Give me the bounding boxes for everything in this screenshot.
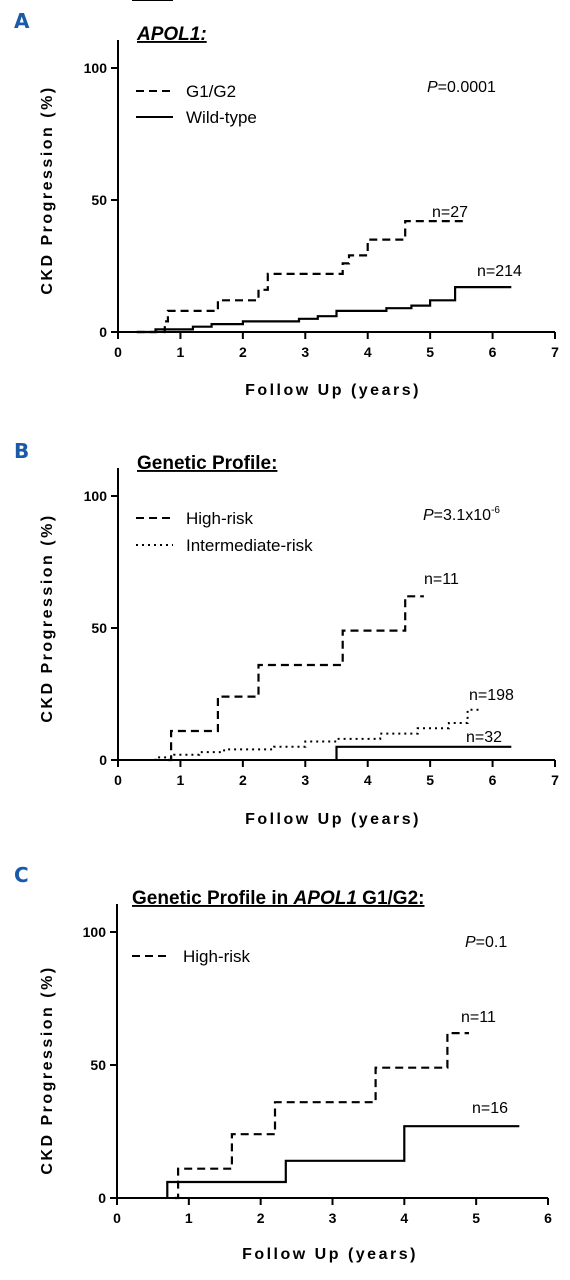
x-tick-label: 2 xyxy=(257,1210,265,1226)
x-tick-label: 4 xyxy=(364,772,372,788)
p-value-exponent: -6 xyxy=(491,505,500,516)
panel-letter: B xyxy=(14,439,29,463)
series-line-solid xyxy=(136,286,512,334)
legend-title: Genetic Profile: xyxy=(137,453,277,474)
legend-label: Intermediate-risk xyxy=(183,0,310,4)
y-tick-label: 50 xyxy=(91,620,107,636)
panel-letter: A xyxy=(14,9,30,33)
x-tick-label: 5 xyxy=(426,772,434,788)
x-tick-label: 3 xyxy=(301,772,309,788)
y-tick-label: 0 xyxy=(99,752,107,768)
p-value-symbol: P xyxy=(423,507,434,524)
panel-letter: C xyxy=(14,863,29,887)
x-axis-title: Follow Up (years) xyxy=(245,382,421,399)
p-value-text: =0.1 xyxy=(476,934,508,951)
y-axis-title: CKD Progression (%) xyxy=(39,85,56,294)
x-tick-label: 5 xyxy=(472,1210,480,1226)
x-tick-label: 1 xyxy=(177,344,185,360)
y-tick-label: 100 xyxy=(84,488,108,504)
y-tick-label: 50 xyxy=(91,192,107,208)
x-tick-label: 0 xyxy=(113,1210,121,1226)
chart-panel-a: A 0 50 100 0 1 2 3 4 5 6 7 Follow Up (years) CKD Prog… xyxy=(14,9,559,399)
p-value-symbol: P xyxy=(427,79,438,96)
series-n-label: n=16 xyxy=(472,1100,508,1117)
x-axis-title: Follow Up (years) xyxy=(245,811,421,828)
x-tick-label: 1 xyxy=(185,1210,193,1226)
legend-label: G1/G2 xyxy=(186,82,236,101)
p-value-symbol: P xyxy=(465,934,476,951)
series-line-dotted xyxy=(136,708,481,761)
series-line-solid xyxy=(335,745,512,760)
x-tick-label: 1 xyxy=(177,772,185,788)
x-tick-label: 6 xyxy=(544,1210,552,1226)
series-line-dashed xyxy=(174,1031,469,1200)
p-value-text: =0.0001 xyxy=(438,79,496,96)
series-n-label: n=32 xyxy=(466,729,502,746)
legend-label: High-risk xyxy=(186,509,254,528)
x-tick-label: 2 xyxy=(239,772,247,788)
x-tick-label: 6 xyxy=(489,772,497,788)
x-tick-label: 6 xyxy=(489,344,497,360)
x-tick-label: 2 xyxy=(239,344,247,360)
series-line-dashed xyxy=(136,220,468,334)
y-tick-label: 100 xyxy=(83,924,107,940)
series-line-solid xyxy=(166,1125,520,1198)
x-tick-label: 4 xyxy=(364,344,372,360)
x-tick-label: 3 xyxy=(329,1210,337,1226)
legend-title-part: G1/G2: xyxy=(357,888,425,909)
series-line-dashed xyxy=(167,595,424,762)
legend-label: Wild-type xyxy=(186,108,257,127)
series-n-label: n=11 xyxy=(424,571,459,588)
x-tick-label: 3 xyxy=(301,344,309,360)
y-tick-label: 0 xyxy=(99,324,107,340)
p-value-text: =3.1x10 xyxy=(434,507,491,524)
x-tick-label: 4 xyxy=(400,1210,408,1226)
legend-title: APOL1: xyxy=(136,24,207,45)
y-tick-label: 0 xyxy=(98,1190,106,1206)
series-n-label: n=11 xyxy=(461,1009,496,1026)
y-axis-title: CKD Progression (%) xyxy=(39,513,56,722)
series-n-label: n=27 xyxy=(432,204,468,221)
legend-label: High-risk xyxy=(183,947,251,966)
p-value: P=3.1x10-6 xyxy=(423,505,500,524)
legend-label: Low-risk xyxy=(186,0,250,4)
y-axis-title: CKD Progression (%) xyxy=(39,965,56,1174)
x-tick-label: 7 xyxy=(551,772,559,788)
series-n-label: n=214 xyxy=(477,263,522,280)
legend-title: Genetic Profile in APOL1 G1/G2: xyxy=(132,888,424,909)
legend-label: Intermediate-risk xyxy=(186,536,313,555)
legend-title-part: APOL1 xyxy=(293,888,357,909)
series-n-label: n=198 xyxy=(469,687,514,704)
y-tick-label: 50 xyxy=(90,1057,106,1073)
x-tick-label: 5 xyxy=(426,344,434,360)
x-tick-label: 0 xyxy=(114,344,122,360)
x-tick-label: 7 xyxy=(551,344,559,360)
p-value: P=0.0001 xyxy=(427,79,496,96)
x-axis-title: Follow Up (years) xyxy=(242,1246,418,1263)
legend-title-part: Genetic Profile in xyxy=(132,888,294,909)
x-tick-label: 0 xyxy=(114,772,122,788)
p-value: P=0.1 xyxy=(465,934,507,951)
y-tick-label: 100 xyxy=(84,60,108,76)
